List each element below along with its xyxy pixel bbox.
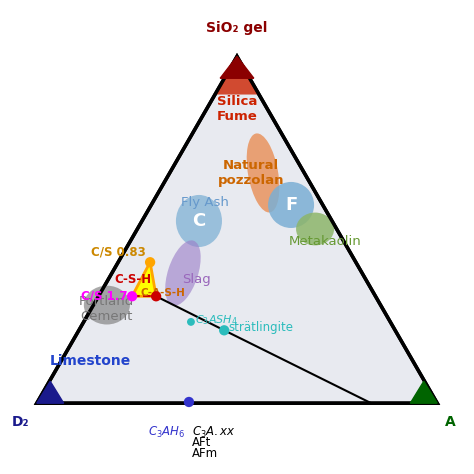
Text: Metakaolin: Metakaolin <box>289 235 362 247</box>
Text: C-S-H: C-S-H <box>114 273 152 286</box>
Polygon shape <box>37 381 64 403</box>
Text: Limestone: Limestone <box>50 354 131 368</box>
Point <box>220 327 228 334</box>
Point <box>187 318 195 326</box>
Polygon shape <box>220 56 254 78</box>
Ellipse shape <box>246 133 279 212</box>
Text: Silica
Fume: Silica Fume <box>217 95 257 123</box>
Ellipse shape <box>268 182 314 228</box>
Text: C: C <box>192 212 206 230</box>
Text: C/S 1.7: C/S 1.7 <box>81 290 128 303</box>
Text: $C_3AH_6$: $C_3AH_6$ <box>148 425 186 440</box>
Ellipse shape <box>296 212 334 246</box>
Polygon shape <box>37 56 437 403</box>
Text: Slag: Slag <box>182 273 211 285</box>
Text: AFm: AFm <box>192 447 218 460</box>
Text: strätlingite: strätlingite <box>228 321 293 334</box>
Text: Fly Ash: Fly Ash <box>181 196 229 210</box>
Polygon shape <box>215 56 259 94</box>
Text: SiO₂ gel: SiO₂ gel <box>206 21 268 35</box>
Text: F: F <box>285 196 297 214</box>
Text: D₂: D₂ <box>11 415 29 429</box>
Text: $C_3ASH_4$: $C_3ASH_4$ <box>195 313 238 327</box>
Text: C-A-S-H: C-A-S-H <box>141 288 186 298</box>
Text: A: A <box>445 415 456 429</box>
Polygon shape <box>132 262 156 296</box>
Ellipse shape <box>84 286 130 325</box>
Text: $C_3A.xx$: $C_3A.xx$ <box>192 425 236 440</box>
Point <box>128 292 136 300</box>
Polygon shape <box>410 381 437 403</box>
Text: Portland
Cement: Portland Cement <box>79 295 135 323</box>
Point <box>185 398 193 406</box>
Text: Natural
pozzolan: Natural pozzolan <box>218 159 284 187</box>
Text: AFt: AFt <box>192 436 211 449</box>
Ellipse shape <box>165 240 201 306</box>
Ellipse shape <box>176 195 222 247</box>
Text: C/S 0.83: C/S 0.83 <box>91 245 146 258</box>
Point <box>152 292 160 300</box>
Point <box>146 258 154 266</box>
